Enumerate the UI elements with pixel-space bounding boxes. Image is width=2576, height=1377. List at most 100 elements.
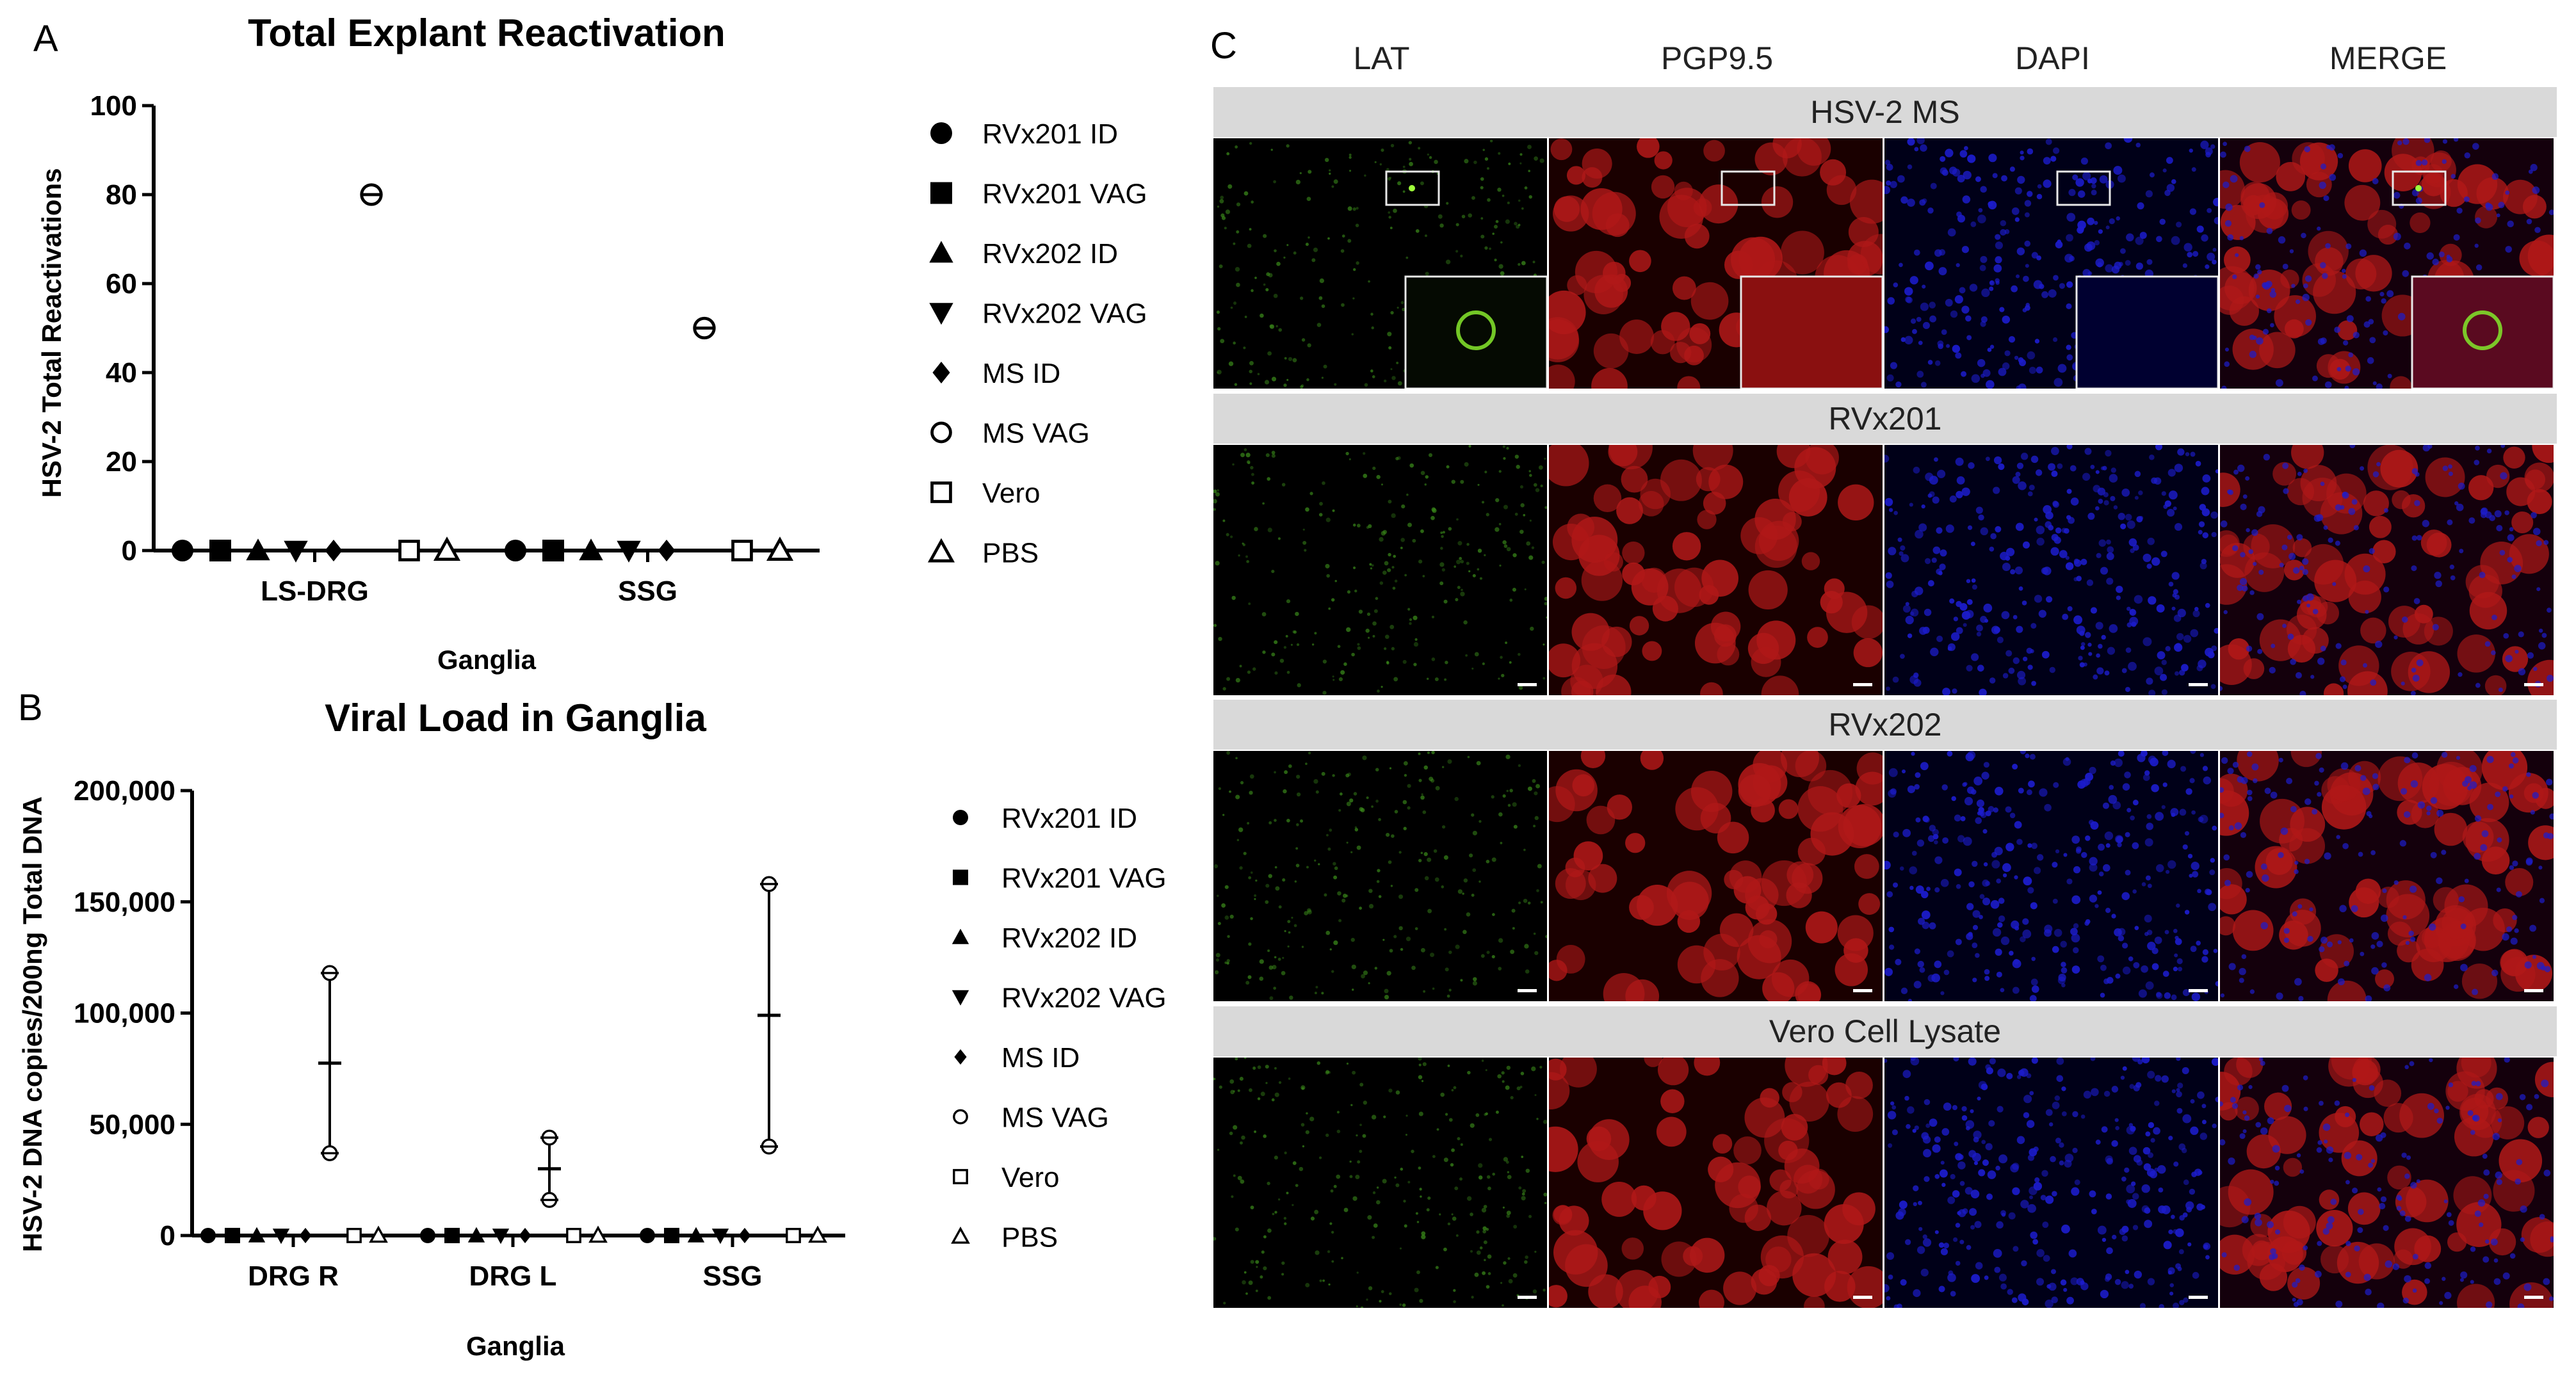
nucleus (2429, 1058, 2433, 1063)
nucleus (2118, 751, 2125, 757)
tissue-speck (1215, 492, 1220, 497)
tissue-speck (1334, 866, 1338, 871)
tissue-speck (1268, 273, 1273, 278)
nucleus (1973, 1161, 1979, 1166)
tissue-speck (1502, 794, 1506, 798)
nucleus (2539, 898, 2545, 903)
tissue-speck (1451, 479, 1455, 484)
nucleus (1909, 885, 1914, 890)
nucleus (2233, 1264, 2240, 1271)
nucleus (2474, 243, 2479, 248)
tissue-speck (1240, 453, 1245, 458)
tissue-speck (1271, 652, 1276, 657)
tissue-speck (1393, 208, 1397, 213)
tissue-speck (1398, 851, 1402, 854)
micrograph-hsv2-ms-merge (2220, 138, 2554, 389)
tissue-speck (1394, 579, 1398, 583)
neuron-cell (2344, 553, 2386, 595)
neuron-cell (1550, 138, 1573, 161)
nucleus (2020, 156, 2025, 161)
neuron-cell (1805, 911, 1838, 944)
nucleus (1980, 186, 1987, 193)
neuron-cell (1586, 805, 1616, 835)
nucleus (2372, 471, 2379, 478)
nucleus (2280, 827, 2288, 835)
nucleus (2021, 1260, 2027, 1267)
nucleus (2106, 1247, 2113, 1255)
nucleus (1884, 967, 1893, 976)
nucleus (2036, 526, 2045, 535)
neuron-cell (1640, 478, 1671, 510)
tissue-speck (1315, 985, 1318, 988)
nucleus (2166, 184, 2175, 192)
nucleus (2351, 905, 2358, 912)
nucleus (2400, 787, 2408, 795)
tissue-speck (1345, 451, 1349, 456)
tissue-speck (1363, 452, 1366, 455)
tissue-speck (1275, 886, 1280, 891)
nucleus (1916, 1246, 1925, 1254)
tissue-speck (1252, 667, 1256, 671)
tissue-speck (1238, 554, 1240, 557)
nucleus (1927, 207, 1934, 214)
nucleus (2122, 783, 2130, 791)
nucleus (2342, 842, 2349, 850)
nucleus (2139, 1303, 2146, 1308)
tissue-speck (1274, 640, 1278, 645)
tissue-speck (1265, 288, 1269, 292)
legend-label: RVx202 ID (982, 238, 1118, 270)
nucleus (2027, 148, 2034, 155)
nucleus (2034, 595, 2043, 603)
nucleus (1884, 159, 1891, 166)
nucleus (1971, 374, 1981, 383)
tissue-speck (1402, 1303, 1406, 1307)
micrograph-rvx201-pgp95 (1549, 445, 1883, 695)
tissue-speck (1274, 1092, 1279, 1097)
nucleus (2073, 558, 2080, 565)
tissue-speck (1518, 686, 1523, 690)
tissue-speck (1478, 1175, 1483, 1180)
nucleus (2100, 567, 2109, 575)
tissue-speck (1302, 528, 1305, 531)
nucleus (1886, 180, 1891, 186)
tissue-speck (1387, 177, 1391, 181)
neuron-cell (1622, 541, 1645, 565)
nucleus (1921, 890, 1929, 899)
panel-c: C LAT PGP9.5 DAPI MERGE HSV-2 MS RVx201 … (1204, 0, 2576, 1377)
nucleus (2002, 362, 2010, 370)
nucleus (2509, 527, 2514, 532)
nucleus (1934, 249, 1942, 257)
nucleus (2396, 1205, 2402, 1211)
nucleus (1998, 1273, 2007, 1282)
tissue-speck (1271, 1098, 1275, 1102)
tissue-speck (1319, 1279, 1322, 1282)
nucleus (1936, 635, 1943, 642)
legend-label: RVx201 ID (982, 118, 1118, 150)
neuron-cell (1629, 895, 1654, 920)
nucleus (1940, 1161, 1945, 1165)
nucleus (1999, 307, 2005, 312)
nucleus (1947, 1273, 1956, 1282)
tissue-speck (1419, 1299, 1423, 1303)
micrograph-image (1213, 751, 1547, 1001)
nucleus (1957, 835, 1965, 842)
tile-background (1884, 751, 2218, 1001)
nucleus (2369, 1085, 2375, 1091)
nucleus (2132, 544, 2139, 551)
tissue-speck (1440, 547, 1443, 550)
chart-b-title: Viral Load in Ganglia (325, 697, 706, 739)
nucleus (2232, 1102, 2239, 1109)
tissue-speck (1460, 592, 1465, 597)
tissue-speck (1363, 970, 1368, 976)
nucleus (2448, 471, 2453, 476)
nucleus (2448, 464, 2452, 469)
tissue-speck (1347, 239, 1352, 243)
nucleus (1899, 551, 1904, 556)
tissue-speck (1250, 871, 1253, 874)
nucleus (2255, 264, 2261, 270)
micrograph-rvx201-dapi (1884, 445, 2218, 695)
nucleus (2143, 1147, 2151, 1155)
lat-signal (2463, 310, 2502, 350)
tissue-speck (1243, 191, 1249, 196)
nucleus (1909, 611, 1915, 616)
